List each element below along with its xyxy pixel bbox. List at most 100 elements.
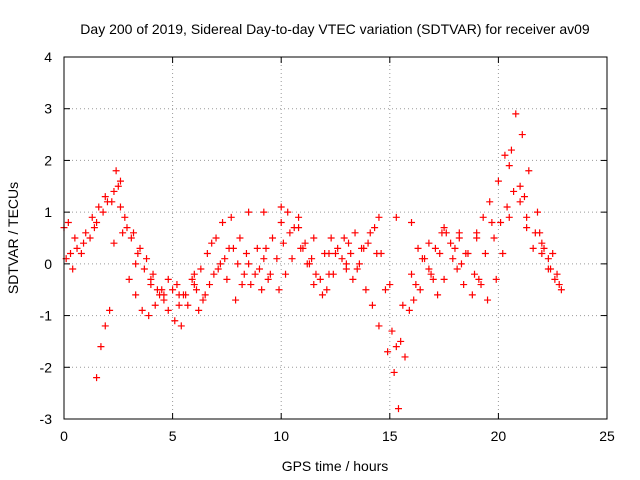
data-point-track-D bbox=[375, 213, 383, 221]
y-tick-label: 1 bbox=[44, 204, 52, 220]
grid-lines bbox=[64, 57, 607, 419]
data-point-track-C bbox=[110, 239, 118, 247]
data-point-track-D bbox=[160, 296, 168, 304]
data-point-track-C bbox=[303, 260, 311, 268]
data-point-track-B bbox=[199, 296, 207, 304]
data-point-track-C bbox=[418, 255, 426, 263]
data-point-track-A bbox=[67, 250, 75, 258]
data-point-track-C bbox=[282, 270, 290, 278]
y-tick-label: -1 bbox=[40, 308, 53, 324]
data-point-track-C bbox=[173, 281, 181, 289]
data-point-track-B bbox=[323, 286, 331, 294]
data-point-track-A bbox=[349, 275, 357, 283]
data-point-track-D bbox=[325, 250, 333, 258]
x-axis-label: GPS time / hours bbox=[282, 458, 389, 474]
data-point-track-B bbox=[351, 229, 359, 237]
data-point-track-C bbox=[434, 291, 442, 299]
data-point-track-B bbox=[264, 275, 272, 283]
data-point-track-D bbox=[520, 193, 528, 201]
data-point-track-C bbox=[533, 208, 541, 216]
data-point-track-B bbox=[503, 203, 511, 211]
data-point-track-A bbox=[255, 265, 263, 273]
y-tick-label: 2 bbox=[44, 152, 52, 168]
data-point-track-B bbox=[251, 270, 259, 278]
data-point-track-C bbox=[505, 213, 513, 221]
data-point-track-C bbox=[97, 343, 105, 351]
data-point-track-D bbox=[71, 234, 79, 242]
data-point-track-B bbox=[149, 270, 157, 278]
data-point-track-C bbox=[390, 368, 398, 376]
data-point-track-A bbox=[334, 244, 342, 252]
data-point-track-A bbox=[262, 244, 270, 252]
data-point-track-D bbox=[132, 260, 140, 268]
data-point-track-A bbox=[551, 275, 559, 283]
data-point-track-C bbox=[332, 250, 339, 258]
data-point-track-C bbox=[232, 296, 240, 304]
data-point-track-B bbox=[214, 265, 222, 273]
data-point-track-C bbox=[223, 275, 231, 283]
data-point-track-C bbox=[93, 374, 101, 382]
data-point-track-C bbox=[340, 234, 348, 242]
data-point-track-C bbox=[132, 291, 140, 299]
data-point-track-C bbox=[375, 322, 383, 330]
data-point-track-B bbox=[553, 270, 561, 278]
data-point-track-D bbox=[80, 239, 88, 247]
data-point-track-D bbox=[425, 239, 433, 247]
data-point-track-D bbox=[112, 167, 120, 175]
data-point-track-B bbox=[301, 239, 309, 247]
x-tick-label: 25 bbox=[599, 428, 615, 444]
data-point-track-C bbox=[297, 244, 305, 252]
data-point-track-B bbox=[308, 255, 316, 263]
data-point-track-C bbox=[353, 265, 361, 273]
y-tick-label: 4 bbox=[44, 49, 52, 65]
data-point-track-A bbox=[501, 151, 509, 159]
data-point-track-A bbox=[355, 260, 363, 268]
data-point-track-A bbox=[240, 270, 248, 278]
data-point-track-D bbox=[358, 244, 366, 252]
data-point-track-A bbox=[127, 234, 135, 242]
x-tick-label: 15 bbox=[382, 428, 398, 444]
data-point-track-B bbox=[164, 306, 172, 314]
data-point-track-C bbox=[477, 281, 485, 289]
data-point-track-A bbox=[507, 146, 515, 154]
data-point-track-B bbox=[481, 250, 489, 258]
data-point-track-A bbox=[457, 260, 465, 268]
data-point-track-A bbox=[140, 265, 148, 273]
data-point-track-B bbox=[468, 291, 476, 299]
data-point-track-A bbox=[392, 343, 400, 351]
data-point-track-C bbox=[412, 281, 420, 289]
data-point-track-B bbox=[516, 198, 524, 206]
data-point-track-C bbox=[101, 322, 109, 330]
data-point-track-A bbox=[523, 224, 531, 232]
data-point-track-C bbox=[288, 255, 296, 263]
data-point-track-B bbox=[475, 275, 483, 283]
data-point-track-A bbox=[121, 213, 129, 221]
data-point-track-B bbox=[143, 255, 151, 263]
data-point-track-C bbox=[512, 110, 520, 118]
data-point-track-D bbox=[90, 224, 98, 232]
data-point-track-C bbox=[318, 291, 326, 299]
data-point-track-C bbox=[397, 337, 405, 345]
data-point-track-A bbox=[212, 234, 220, 242]
data-point-track-A bbox=[234, 260, 242, 268]
data-point-track-D bbox=[295, 213, 303, 221]
data-point-track-D bbox=[260, 208, 268, 216]
data-point-track-A bbox=[284, 208, 292, 216]
data-point-track-D bbox=[392, 213, 400, 221]
data-point-track-C bbox=[405, 306, 413, 314]
data-point-track-A bbox=[386, 281, 394, 289]
data-point-track-B bbox=[184, 301, 192, 309]
data-point-track-B bbox=[123, 224, 131, 232]
data-point-track-B bbox=[206, 281, 214, 289]
data-point-track-B bbox=[538, 239, 546, 247]
data-point-track-B bbox=[316, 275, 324, 283]
data-point-track-B bbox=[438, 229, 446, 237]
data-point-track-D bbox=[440, 224, 448, 232]
data-point-track-A bbox=[219, 218, 227, 226]
data-point-track-C bbox=[260, 255, 268, 263]
data-points bbox=[60, 110, 565, 413]
data-point-track-C bbox=[427, 270, 435, 278]
y-tick-label: -3 bbox=[40, 411, 53, 427]
data-point-track-B bbox=[345, 239, 353, 247]
